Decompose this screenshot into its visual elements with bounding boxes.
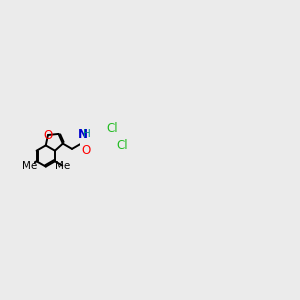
Text: N: N — [77, 128, 88, 141]
Text: Cl: Cl — [117, 139, 128, 152]
Text: Me: Me — [55, 160, 70, 170]
Text: O: O — [43, 128, 52, 142]
Text: Me: Me — [22, 160, 37, 170]
Text: O: O — [81, 144, 90, 158]
Text: Cl: Cl — [107, 122, 118, 135]
Text: H: H — [83, 129, 91, 139]
